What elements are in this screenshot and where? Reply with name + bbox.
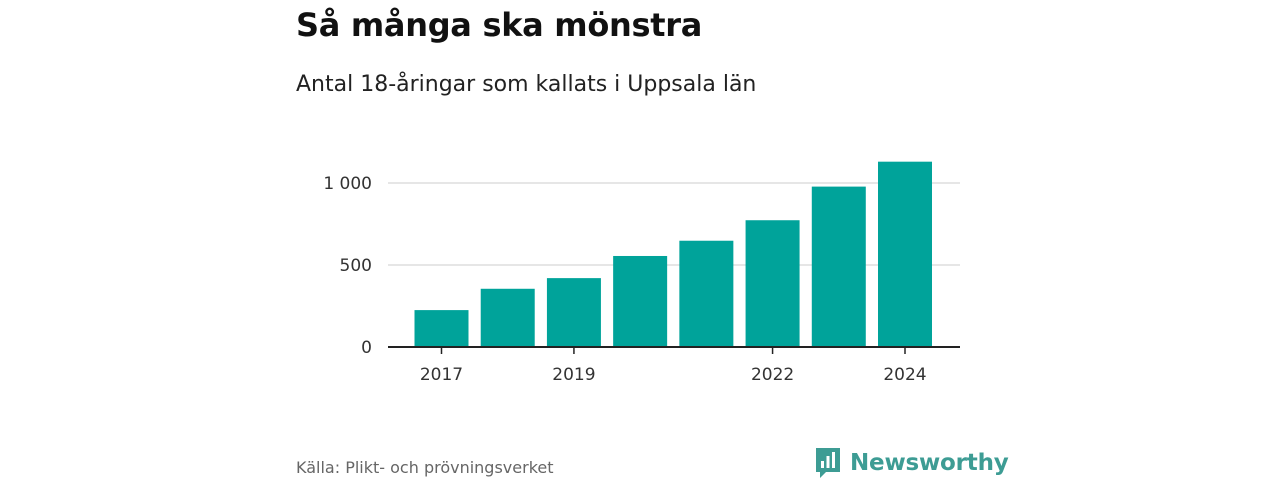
bar-2022 — [745, 220, 800, 347]
bar-2021 — [679, 240, 734, 347]
x-tick-label-2022: 2022 — [751, 365, 794, 385]
y-tick-label: 1 000 — [323, 174, 372, 194]
bar-2023 — [811, 186, 866, 347]
x-axis-ticks: 2017 2019 2022 2024 — [420, 347, 927, 385]
x-tick-label-2024: 2024 — [883, 365, 926, 385]
source-note: Källa: Plikt- och prövningsverket — [296, 458, 554, 477]
x-tick-label-2017: 2017 — [420, 365, 463, 385]
gridlines — [388, 182, 960, 266]
x-tick-label-2019: 2019 — [552, 365, 595, 385]
newsworthy-logo-icon — [816, 448, 840, 478]
newsworthy-logo-text: Newsworthy — [850, 450, 1009, 476]
y-tick-label: 500 — [340, 256, 372, 276]
bar-2017 — [414, 310, 469, 347]
bar-2018 — [480, 288, 535, 347]
newsworthy-logo: Newsworthy — [814, 446, 1009, 480]
chart-subtitle: Antal 18-åringar som kallats i Uppsala l… — [296, 72, 757, 97]
bar-2024 — [878, 161, 932, 347]
y-tick-label: 0 — [361, 338, 372, 358]
y-axis-labels: 0 500 1 000 — [323, 174, 372, 358]
bar-2019 — [546, 278, 601, 347]
chart-title: Så många ska mönstra — [296, 6, 703, 44]
bars — [414, 161, 932, 347]
bar-2020 — [613, 255, 668, 347]
